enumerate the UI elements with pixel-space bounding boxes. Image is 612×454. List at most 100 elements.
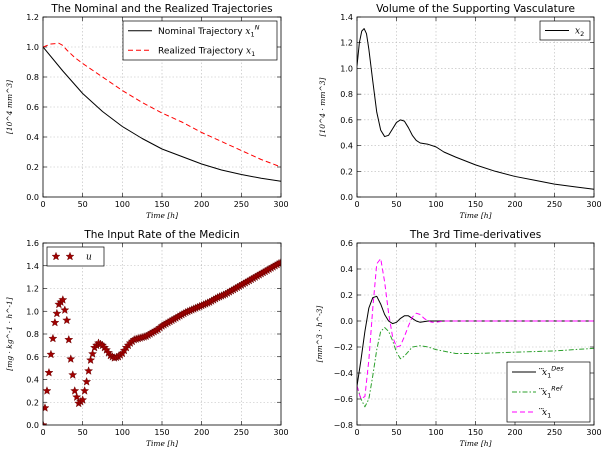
legend-entry: Nominal Trajectory x1N: [158, 23, 260, 38]
x-tick-label: 50: [391, 428, 401, 437]
data-point: [43, 386, 52, 395]
data-point: [52, 308, 62, 318]
y-tick-label: 0.4: [26, 133, 39, 142]
x-tick-label: 200: [194, 200, 209, 209]
data-point: [60, 305, 70, 314]
x-tick-label: 300: [273, 428, 288, 437]
chart-title: The Input Rate of the Medicin: [83, 229, 239, 241]
x-tick-label: 150: [468, 428, 483, 437]
x-tick-label: 0: [354, 200, 359, 209]
y-tick-label: 1.2: [26, 13, 39, 22]
x-tick-label: 150: [154, 200, 169, 209]
data-point: [64, 334, 74, 344]
chart-title: The Nominal and the Realized Trajectorie…: [50, 3, 272, 15]
y-tick-label: −0.4: [334, 369, 353, 378]
y-tick-label: 0.6: [340, 239, 353, 248]
data-point: [82, 377, 92, 386]
series-line-2: [43, 42, 281, 168]
series-line-1: [357, 295, 594, 387]
x-tick-label: 50: [391, 200, 401, 209]
y-tick-label: 0.2: [340, 291, 353, 300]
x-tick-label: 100: [428, 428, 443, 437]
x-tick-label: 200: [507, 200, 522, 209]
y-tick-label: 0.6: [26, 103, 39, 112]
series-line-1: [43, 46, 281, 182]
legend: Nominal Trajectory x1N Realized Trajector…: [122, 20, 278, 61]
y-tick-label: 0.6: [340, 116, 353, 125]
legend-entry: ⃛x1Des: [539, 365, 564, 380]
plot-frame: [356, 16, 595, 198]
series-line-2: [357, 327, 594, 408]
data-point: [44, 367, 54, 377]
y-tick-label: 0.0: [26, 421, 39, 430]
series-u-markers: [43, 257, 281, 425]
chart-title: Volume of the Supporting Vasculature: [376, 3, 575, 15]
data-point: [86, 355, 96, 365]
y-tick-label: −0.8: [334, 421, 353, 430]
plot-frame: [42, 242, 282, 426]
y-axis-label: [mm^3 · h^-3]: [315, 306, 324, 363]
data-point: [66, 354, 76, 363]
chart-panel-2: Volume of the Supporting Vasculature 0 50 1…: [318, 3, 602, 220]
series-line-1: [357, 28, 594, 190]
data-point: [78, 395, 88, 404]
y-axis-label: [10^4 · mm^3]: [318, 77, 327, 136]
plot-frame: [356, 242, 595, 426]
legend: x2: [539, 20, 591, 41]
legend-entry: ⃛x1: [539, 408, 551, 420]
x-axis-label: Time [h]: [146, 211, 178, 220]
x-tick-label: 0: [354, 428, 359, 437]
x-tick-label: 300: [586, 200, 601, 209]
y-tick-label: 1.0: [26, 307, 39, 316]
data-point: [43, 403, 50, 412]
x-tick-label: 250: [234, 428, 249, 437]
y-tick-label: 1.6: [26, 239, 39, 248]
x-tick-label: 300: [586, 428, 601, 437]
chart-panel-3: The Input Rate of the Medicin 0 50 100 150 20…: [5, 229, 289, 448]
x-tick-label: 100: [115, 200, 130, 209]
y-tick-label: 0.4: [340, 265, 353, 274]
y-axis-label: [10^4 mm^3]: [5, 80, 14, 134]
y-tick-label: 0.2: [26, 398, 39, 407]
x-tick-label: 100: [428, 200, 443, 209]
x-tick-label: 150: [468, 200, 483, 209]
data-point: [70, 386, 80, 395]
y-tick-label: 1.2: [26, 285, 39, 294]
legend-entry: ⃛x1Ref: [539, 385, 564, 400]
x-tick-label: 200: [194, 428, 209, 437]
y-tick-label: −0.6: [334, 395, 353, 404]
data-point: [84, 366, 94, 375]
y-tick-label: 0.8: [26, 73, 39, 82]
svg-text:u: u: [86, 253, 92, 263]
data-point: [276, 257, 281, 267]
y-tick-label: 1.4: [26, 262, 39, 271]
series-line-3: [357, 258, 594, 400]
data-point: [68, 370, 78, 379]
y-tick-label: 0.0: [340, 317, 353, 326]
y-tick-label: 0.2: [340, 167, 353, 176]
x-tick-label: 200: [507, 428, 522, 437]
y-tick-label: 0.8: [26, 330, 39, 339]
data-point: [62, 315, 72, 325]
chart-panel-4: The 3rd Time-derivatives 0 50 100 150 200 250 3…: [315, 229, 602, 448]
x-tick-label: 50: [78, 428, 88, 437]
data-point: [43, 420, 48, 425]
legend-entry: Realized Trajectory x1: [158, 46, 255, 58]
data-point: [88, 349, 98, 358]
legend: u: [46, 246, 105, 267]
x-tick-label: 250: [547, 428, 562, 437]
chart-title: The 3rd Time-derivatives: [409, 229, 541, 241]
data-point: [58, 295, 68, 304]
x-tick-label: 50: [78, 200, 88, 209]
y-tick-label: 0.8: [340, 90, 353, 99]
x-tick-label: 250: [234, 200, 249, 209]
x-tick-label: 100: [115, 428, 130, 437]
x-axis-label: Time [h]: [459, 211, 491, 220]
y-tick-label: 0.2: [26, 163, 39, 172]
y-tick-label: 0.0: [26, 193, 39, 202]
y-tick-label: 1.0: [340, 64, 353, 73]
y-tick-label: 0.4: [26, 376, 39, 385]
chart-panel-1: The Nominal and the Realized Trajectorie…: [5, 3, 289, 220]
y-axis-label: [mg · kg^-1 · h^-1]: [5, 297, 14, 370]
